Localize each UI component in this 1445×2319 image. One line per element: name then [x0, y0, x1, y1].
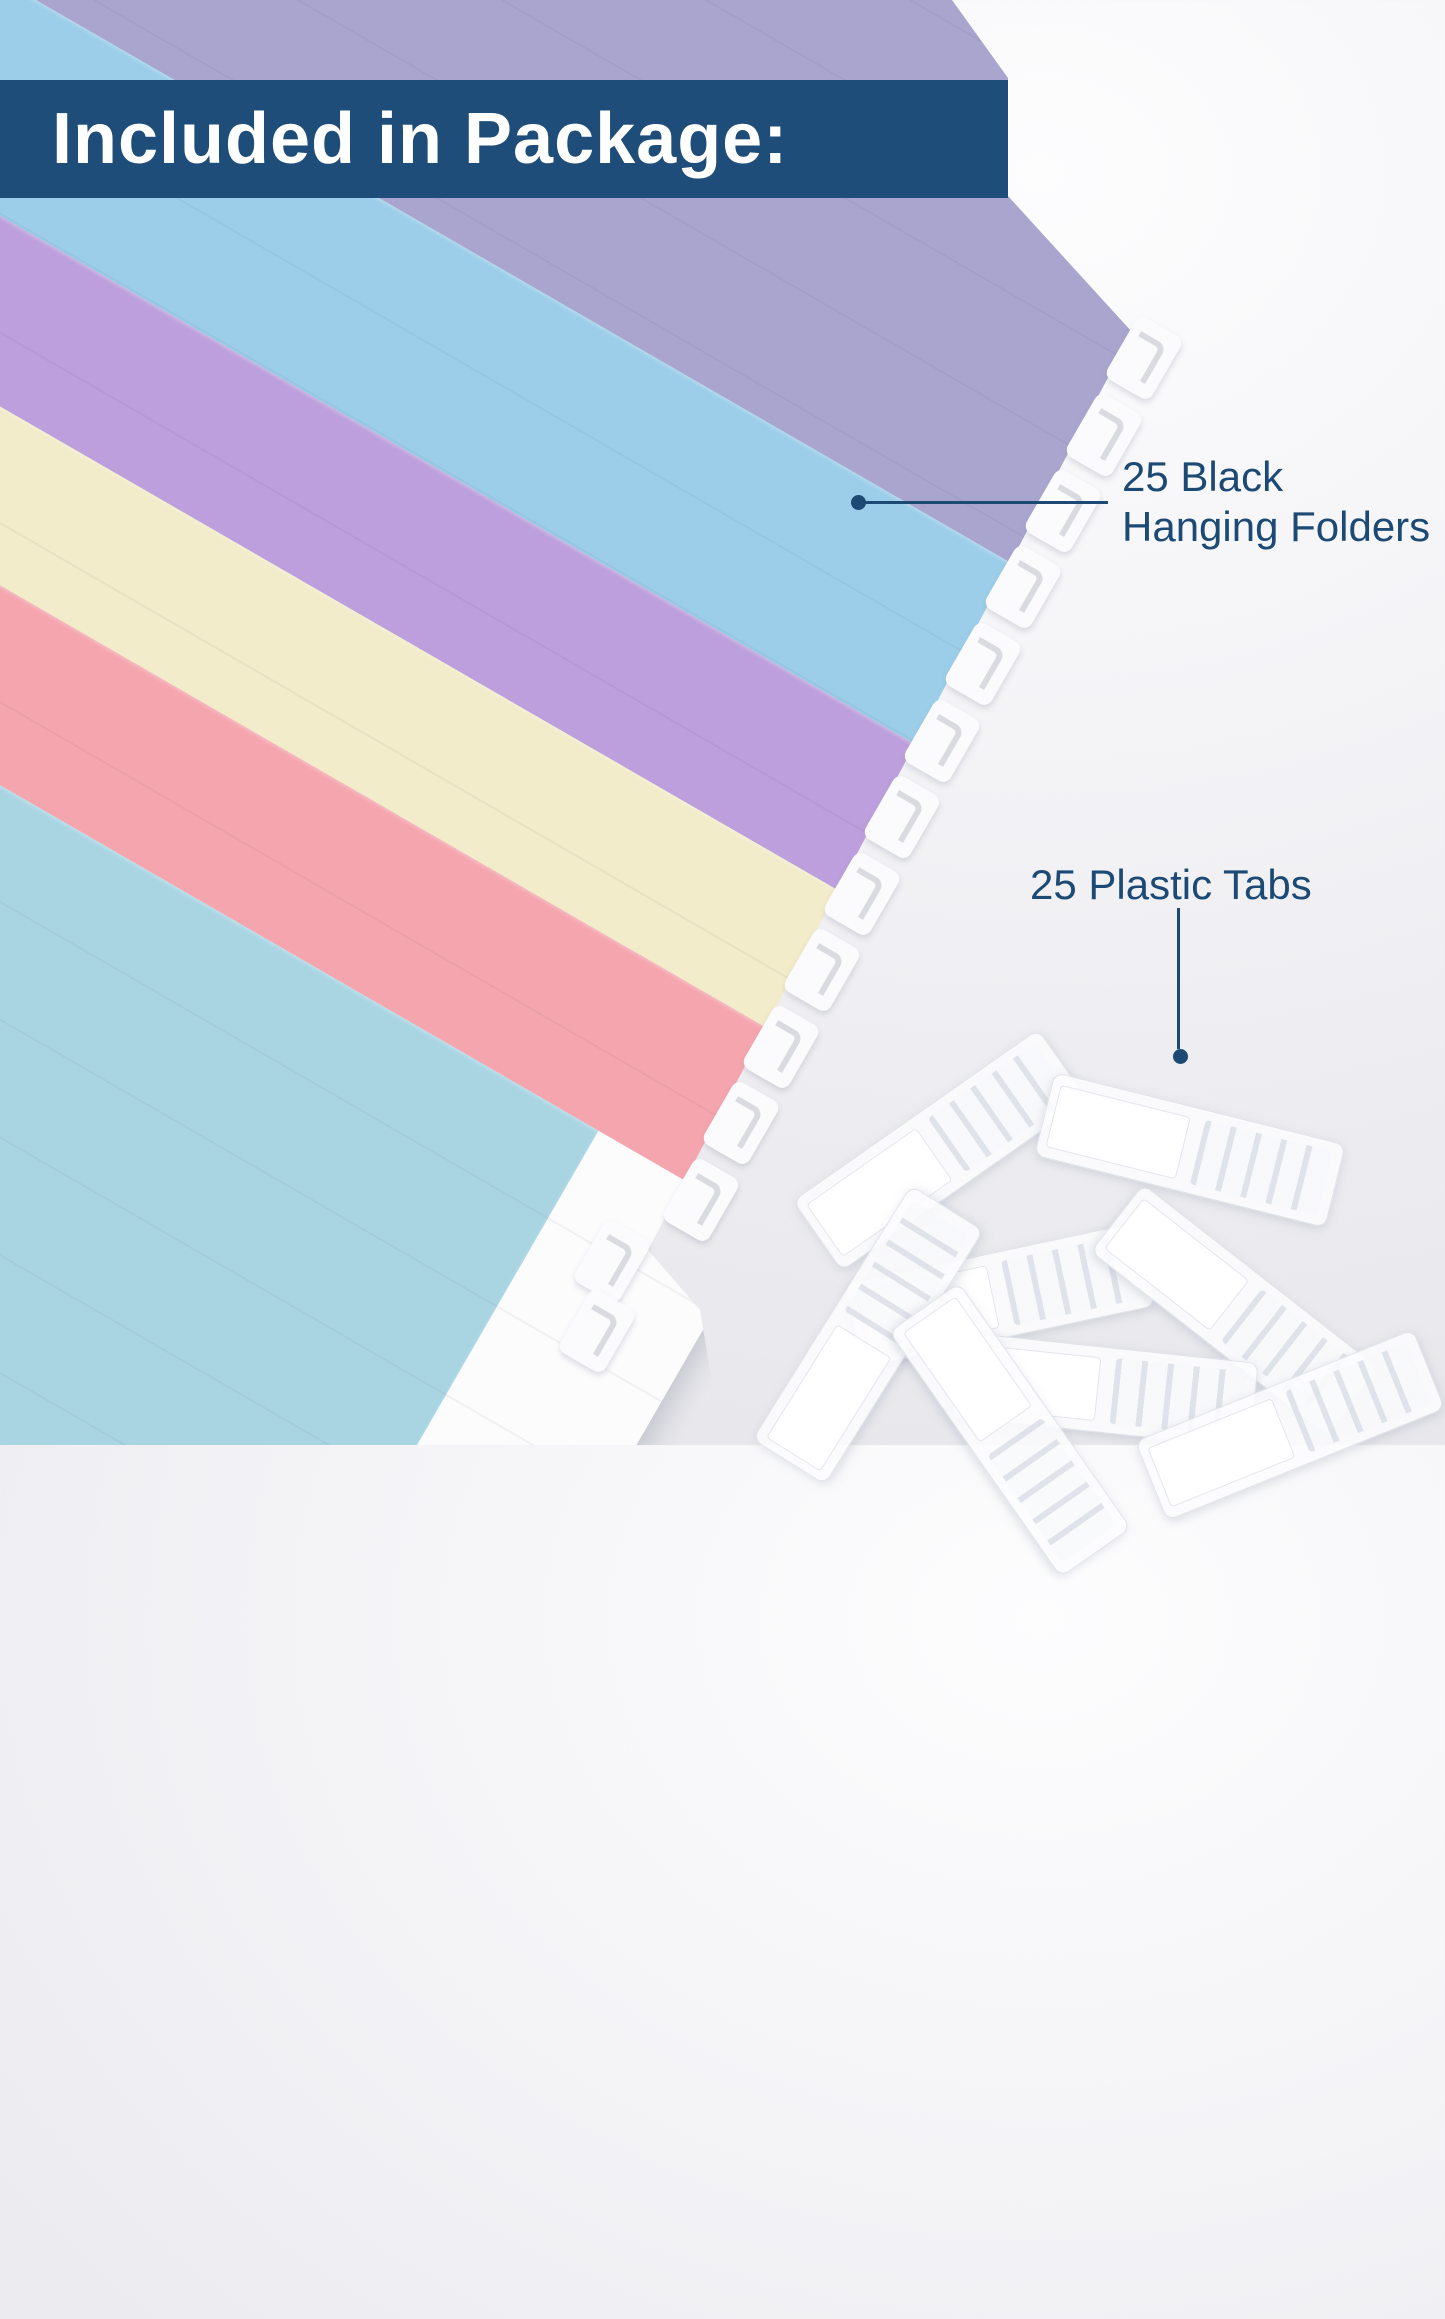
tab-label-insert [1046, 1086, 1190, 1179]
callout-line-tabs [1177, 908, 1180, 1049]
package-banner: Included in Package: [0, 80, 1008, 198]
hook-notch [587, 1233, 636, 1288]
hook-notch [998, 559, 1047, 614]
hook-notch [1079, 407, 1128, 462]
hook-notch [877, 789, 926, 844]
tab-ribs [1189, 1119, 1332, 1216]
hook-notch [958, 636, 1007, 691]
plastic-tab [1034, 1071, 1346, 1229]
tab-ribs [987, 1417, 1117, 1562]
hook-notch [1119, 330, 1168, 385]
folder-count-line2: Hanging Folders [1122, 503, 1431, 550]
product-infographic: { "banner": { "label": "Included in Pack… [0, 0, 1445, 1562]
hook-notch [676, 1172, 725, 1227]
hook-notch [756, 1019, 805, 1074]
hook-notch [917, 713, 966, 768]
tabs-count-label: 25 Plastic Tabs [1030, 861, 1312, 908]
hook-notch [1038, 483, 1087, 538]
hook-notch [572, 1303, 621, 1358]
tab-label-insert [767, 1325, 891, 1471]
hanging-folders-fan [0, 0, 1132, 1445]
hook-notch [837, 866, 886, 921]
banner-title: Included in Package: [52, 99, 789, 179]
callout-line-folders [858, 501, 1108, 504]
hook-notch [797, 942, 846, 997]
callout-dot-tabs [1173, 1049, 1188, 1064]
folder-count-label: 25 Black Hanging Folders [1122, 452, 1430, 552]
hook-notch [716, 1095, 765, 1150]
folder-count-line1: 25 Black [1122, 453, 1284, 500]
